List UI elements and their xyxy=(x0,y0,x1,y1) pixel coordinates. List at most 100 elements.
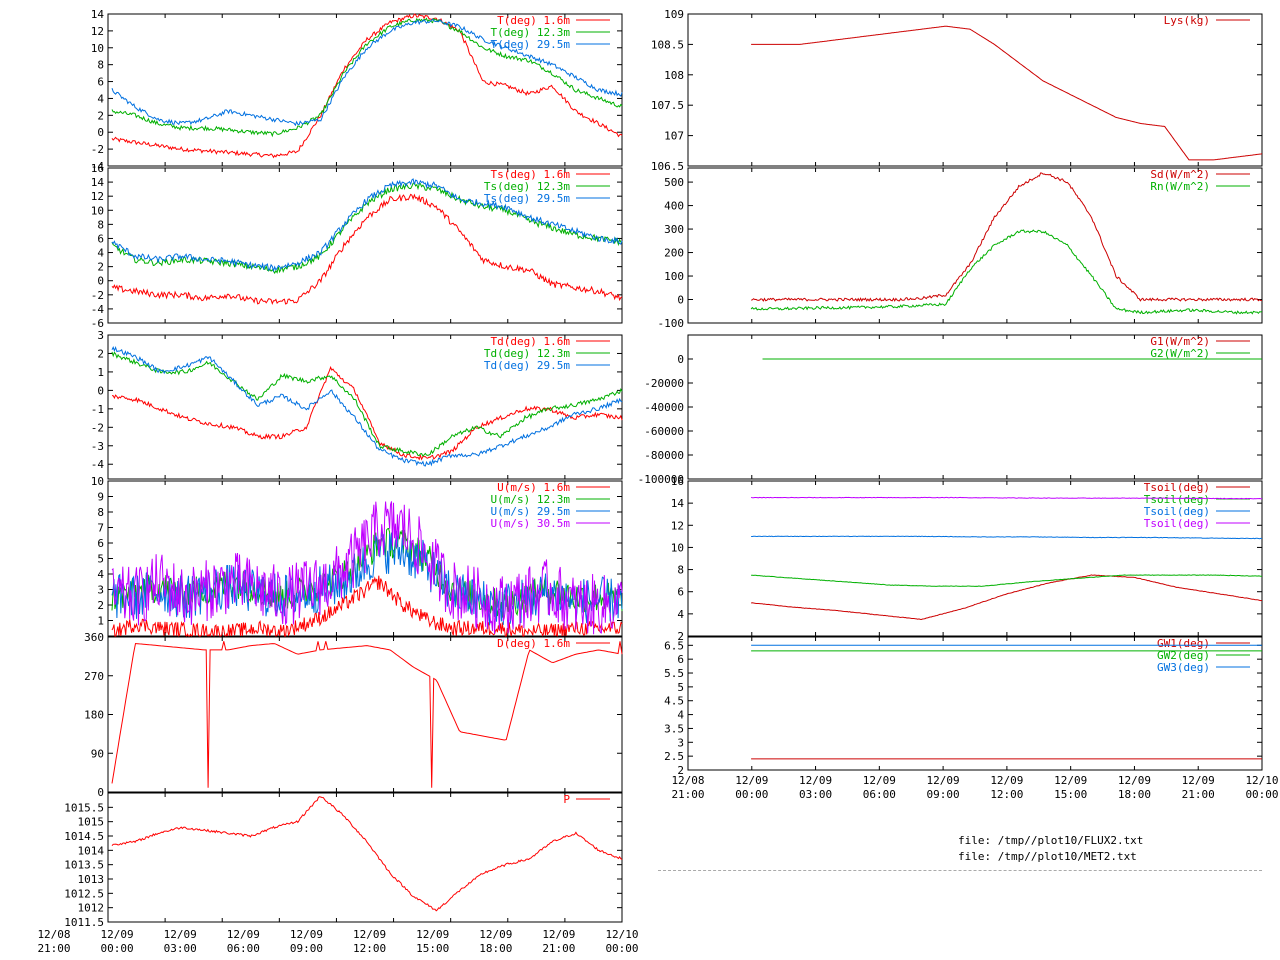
y-tick-label: 3 xyxy=(97,584,104,597)
legend-label: GW3(deg) xyxy=(1157,661,1210,674)
y-tick-label: 108.5 xyxy=(651,38,684,51)
y-tick-label: 8 xyxy=(97,506,104,519)
chart-temp: 14 12 10 8 6 4 2 0 -2 -4 T(deg) 1.6mT(deg) 12.3mT(… xyxy=(91,8,623,173)
series-line xyxy=(111,178,623,273)
right-axis-time-label: 21:00 xyxy=(671,788,704,801)
y-tick-label: 270 xyxy=(84,670,104,683)
plot-frame xyxy=(107,636,623,793)
y-tick-label: 3 xyxy=(97,329,104,342)
y-tick-label: 106.5 xyxy=(651,160,684,173)
y-tick-label: 100 xyxy=(664,270,684,283)
y-tick-label: 360 xyxy=(84,631,104,644)
y-tick-label: 6 xyxy=(677,653,684,666)
y-tick-label: 2 xyxy=(677,764,684,777)
left-axis-time-label: 00:00 xyxy=(605,942,638,955)
chart-tsoil: 161412108642Tsoil(deg)Tsoil(deg)Tsoil(de… xyxy=(671,475,1263,643)
y-tick-label: 9 xyxy=(97,491,104,504)
series-line xyxy=(111,13,623,159)
y-tick-label: -4 xyxy=(91,458,105,471)
y-tick-label: 2 xyxy=(97,109,104,122)
left-axis-time-label: 18:00 xyxy=(479,942,512,955)
y-tick-label: 7 xyxy=(97,522,104,535)
y-tick-label: 16 xyxy=(91,162,104,175)
legend-label: G1(W/m^2) xyxy=(1150,335,1210,348)
legend-label: Tsoil(deg) xyxy=(1144,493,1210,506)
legend-label: T(deg) 1.6m xyxy=(497,14,570,27)
legend-label: Ts(deg) 1.6m xyxy=(491,168,571,181)
y-tick-label: 1012.5 xyxy=(64,887,104,900)
y-tick-label: 3.5 xyxy=(664,722,684,735)
y-tick-label: 6 xyxy=(97,537,104,550)
series-line xyxy=(751,535,1262,540)
y-tick-label: 4 xyxy=(677,608,684,621)
left-axis-time-label: 21:00 xyxy=(37,942,70,955)
series-line xyxy=(111,529,623,626)
y-tick-label: 2.5 xyxy=(664,750,684,763)
legend-label: GW1(deg) xyxy=(1157,637,1210,650)
y-tick-label: 109 xyxy=(664,8,684,21)
chart-gw: 6.565.554.543.532.52 GW1(deg)GW2(deg)GW3(… xyxy=(664,636,1263,777)
left-axis-time-label: 09:00 xyxy=(290,942,323,955)
series-line xyxy=(750,229,1263,315)
series-line xyxy=(750,496,1262,500)
legend-label: T(deg) 29.5m xyxy=(491,38,571,51)
y-tick-label: 2 xyxy=(97,261,104,274)
legend-label: Tsoil(deg) xyxy=(1144,481,1210,494)
y-tick-label: -3 xyxy=(91,440,104,453)
plot-frame xyxy=(687,167,1263,324)
y-tick-label: 10 xyxy=(91,475,104,488)
chart-lys: 109 108.5 108 107.5 107 106.5 Lys(kg) xyxy=(651,8,1263,173)
y-tick-label: 5.5 xyxy=(664,667,684,680)
y-tick-label: -2 xyxy=(91,421,104,434)
y-tick-label: 6.5 xyxy=(664,639,684,652)
y-tick-label: -1 xyxy=(91,403,104,416)
y-tick-label: -100 xyxy=(658,317,685,330)
y-tick-label: 8 xyxy=(97,59,104,72)
y-tick-label: 1012 xyxy=(78,902,105,915)
y-tick-label: 4 xyxy=(677,709,684,722)
right-axis-date-label: 12/09 xyxy=(735,774,768,787)
y-tick-label: -80000 xyxy=(644,449,684,462)
right-axis-date-label: 12/09 xyxy=(1118,774,1151,787)
left-axis-date-label: 12/09 xyxy=(542,928,575,941)
y-tick-label: 0 xyxy=(97,384,104,397)
plot-frame xyxy=(687,13,1263,167)
legend-label: G2(W/m^2) xyxy=(1150,347,1210,360)
y-tick-label: 10 xyxy=(91,204,104,217)
right-axis-time-label: 18:00 xyxy=(1118,788,1151,801)
right-axis-time-label: 03:00 xyxy=(799,788,832,801)
legend-label: Ts(deg) 29.5m xyxy=(484,192,570,205)
y-tick-label: 14 xyxy=(91,176,105,189)
y-tick-label: 1011.5 xyxy=(64,916,104,929)
legend-label: D(deg) 1.6m xyxy=(497,637,570,650)
left-axis-date-label: 12/09 xyxy=(101,928,134,941)
left-axis-date-label: 12/09 xyxy=(227,928,260,941)
legend-label: Td(deg) 12.3m xyxy=(484,347,570,360)
series-line xyxy=(111,365,623,461)
right-axis-date-label: 12/09 xyxy=(799,774,832,787)
y-tick-label: 400 xyxy=(664,200,684,213)
y-tick-label: 2 xyxy=(97,347,104,360)
legend-label: U(m/s) 12.3m xyxy=(491,493,571,506)
right-axis-date-label: 12/10 xyxy=(1245,774,1278,787)
left-axis-time-label: 12:00 xyxy=(353,942,386,955)
y-tick-label: -100000 xyxy=(638,473,684,486)
y-tick-label: -4 xyxy=(91,303,105,316)
y-tick-label: 1 xyxy=(97,366,104,379)
y-tick-label: 14 xyxy=(671,497,685,510)
series-line xyxy=(751,574,1263,621)
legend-label: U(m/s) 30.5m xyxy=(491,517,571,530)
y-tick-label: 1015.5 xyxy=(64,801,104,814)
right-axis-date-label: 12/09 xyxy=(990,774,1023,787)
file-label-met: file: /tmp//plot10/MET2.txt xyxy=(958,850,1137,863)
left-axis-date-label: 12/09 xyxy=(353,928,386,941)
dashed-separator xyxy=(658,870,1262,871)
right-axis-date-label: 12/09 xyxy=(927,774,960,787)
y-tick-label: 500 xyxy=(664,176,684,189)
legend-label: P xyxy=(563,793,570,806)
right-axis-time-label: 15:00 xyxy=(1054,788,1087,801)
right-axis-time-label: 09:00 xyxy=(927,788,960,801)
